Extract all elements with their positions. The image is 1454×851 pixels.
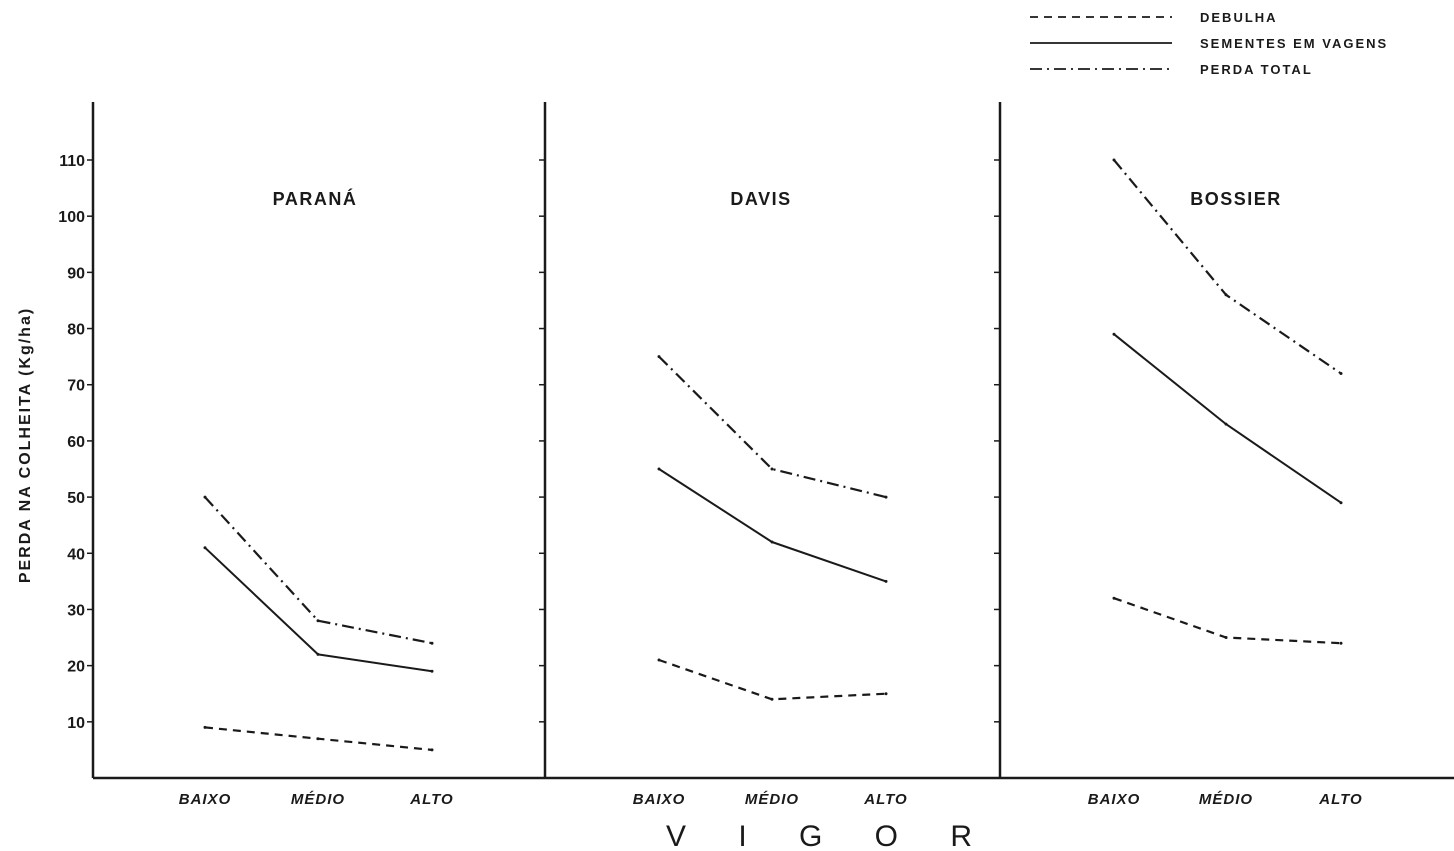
y-tick-label: 60	[67, 434, 85, 451]
panel-title-1: PARANÁ	[273, 188, 358, 209]
data-point	[884, 495, 888, 499]
y-tick-label: 20	[67, 659, 85, 676]
category-label: BAIXO	[633, 791, 686, 808]
data-point	[316, 737, 320, 741]
data-point	[1339, 501, 1343, 505]
series-line-3-1	[1113, 597, 1342, 645]
data-point	[884, 692, 888, 696]
data-point	[770, 467, 774, 471]
data-point	[657, 658, 661, 662]
category-label: ALTO	[409, 791, 453, 808]
series-line-2-2	[658, 468, 887, 583]
category-label: BAIXO	[1088, 791, 1141, 808]
data-point	[316, 619, 320, 623]
x-axis-label: V I G O R	[666, 820, 994, 851]
data-point	[1224, 293, 1228, 297]
panel-title-2: DAVIS	[730, 189, 791, 209]
series-line-3-2	[1113, 333, 1342, 504]
category-label: ALTO	[863, 791, 907, 808]
y-tick-label: 80	[67, 322, 85, 339]
category-label: MÉDIO	[291, 791, 345, 808]
data-point	[1224, 636, 1228, 639]
data-point	[770, 540, 774, 544]
category-label: BAIXO	[179, 791, 232, 808]
data-point	[316, 652, 320, 656]
legend-label-2: SEMENTES EM VAGENS	[1200, 36, 1388, 51]
data-point	[1112, 158, 1116, 162]
data-point	[430, 748, 434, 752]
series-line-1-2	[204, 546, 433, 673]
y-tick-label: 40	[67, 546, 85, 563]
category-label: MÉDIO	[1199, 791, 1253, 808]
y-tick-label: 50	[67, 490, 85, 507]
data-point	[657, 467, 661, 471]
y-tick-label: 100	[58, 209, 85, 226]
data-point	[1112, 332, 1116, 336]
data-point	[203, 546, 207, 550]
data-point	[430, 669, 434, 673]
category-label: ALTO	[1318, 791, 1362, 808]
y-tick-label: 30	[67, 602, 85, 619]
y-tick-label: 110	[59, 153, 85, 170]
panel-title-3: BOSSIER	[1190, 189, 1282, 209]
data-point	[1339, 372, 1343, 375]
series-line-1-3	[204, 496, 433, 645]
data-point	[430, 641, 434, 645]
series-line-2-3	[658, 355, 887, 499]
legend-label-1: DEBULHA	[1200, 10, 1278, 25]
data-point	[1339, 641, 1343, 645]
y-tick-label: 10	[67, 715, 85, 732]
legend-label-3: PERDA TOTAL	[1200, 62, 1313, 77]
series-line-2-1	[658, 658, 887, 701]
y-tick-label: 90	[67, 265, 85, 282]
data-point	[1224, 422, 1228, 426]
data-point	[884, 579, 888, 583]
data-point	[657, 355, 661, 359]
y-tick-label: 70	[67, 378, 85, 395]
y-axis-label: PERDA NA COLHEITA (Kg/ha)	[17, 307, 34, 583]
data-point	[203, 495, 207, 499]
data-point	[203, 725, 207, 729]
data-point	[1112, 596, 1116, 600]
data-point	[770, 697, 774, 701]
category-label: MÉDIO	[745, 791, 799, 808]
